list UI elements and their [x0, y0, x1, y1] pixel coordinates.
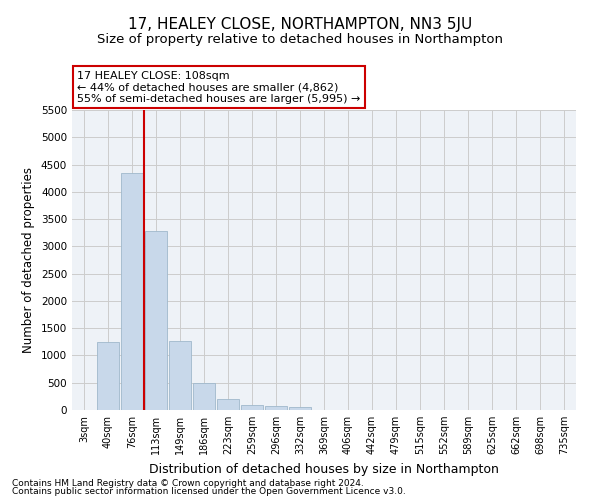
Bar [145, 231, 167, 410]
Bar [121, 172, 143, 410]
Bar [193, 384, 215, 410]
Text: Contains HM Land Registry data © Crown copyright and database right 2024.: Contains HM Land Registry data © Crown c… [12, 478, 364, 488]
Text: Size of property relative to detached houses in Northampton: Size of property relative to detached ho… [97, 32, 503, 46]
Bar [169, 340, 191, 410]
Text: 17 HEALEY CLOSE: 108sqm
← 44% of detached houses are smaller (4,862)
55% of semi: 17 HEALEY CLOSE: 108sqm ← 44% of detache… [77, 71, 361, 104]
Bar [289, 408, 311, 410]
Bar [97, 342, 119, 410]
X-axis label: Distribution of detached houses by size in Northampton: Distribution of detached houses by size … [149, 462, 499, 475]
Bar [217, 399, 239, 410]
Bar [265, 406, 287, 410]
Y-axis label: Number of detached properties: Number of detached properties [22, 167, 35, 353]
Text: Contains public sector information licensed under the Open Government Licence v3: Contains public sector information licen… [12, 487, 406, 496]
Bar [241, 404, 263, 410]
Text: 17, HEALEY CLOSE, NORTHAMPTON, NN3 5JU: 17, HEALEY CLOSE, NORTHAMPTON, NN3 5JU [128, 18, 472, 32]
